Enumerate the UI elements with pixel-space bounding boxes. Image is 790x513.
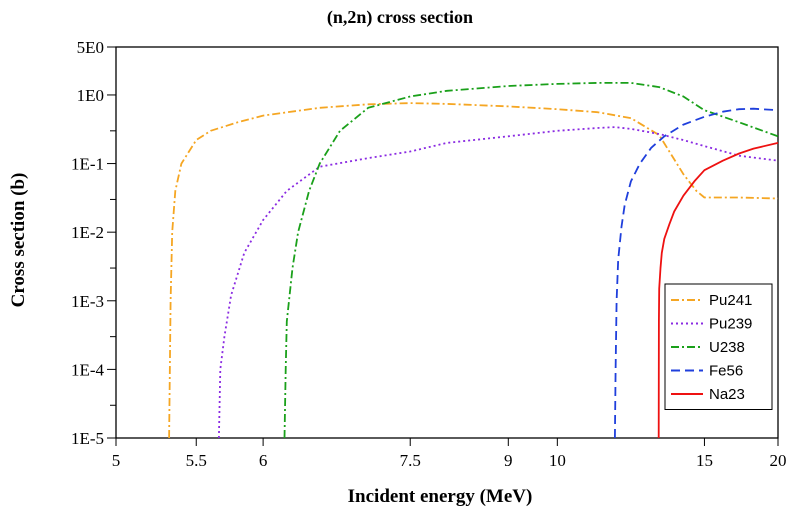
x-tick-label: 9	[504, 451, 513, 470]
legend-label-pu241: Pu241	[709, 292, 752, 309]
series-line-u238	[283, 82, 779, 439]
y-axis: 1E-5 1E-4 1E-3 1E-2 1E-1 1E0 5E0	[71, 38, 116, 448]
chart-title: (n,2n) cross section	[327, 7, 473, 28]
series-line-na23	[657, 142, 779, 439]
y-tick-label: 1E-2	[71, 223, 104, 242]
y-tick-label: 1E-4	[71, 360, 105, 379]
x-tick-label: 7.5	[400, 451, 421, 470]
x-tick-label: 15	[696, 451, 713, 470]
plot-frame	[115, 46, 779, 439]
y-tick-label: 1E0	[77, 86, 104, 105]
x-tick-label: 5	[112, 451, 121, 470]
legend-label-na23: Na23	[709, 386, 745, 403]
y-axis-title: Cross section (b)	[8, 173, 29, 308]
y-tick-label: 1E-3	[71, 292, 104, 311]
x-tick-label: 20	[770, 451, 787, 470]
legend-label-fe56: Fe56	[709, 363, 743, 380]
plot-area	[115, 46, 779, 439]
legend-label-u238: U238	[709, 339, 745, 356]
legend-label-pu239: Pu239	[709, 316, 752, 333]
y-tick-label: 5E0	[77, 38, 104, 57]
y-tick-label: 1E-5	[71, 429, 104, 448]
y-tick-label: 1E-1	[71, 155, 104, 174]
x-tick-label: 5.5	[186, 451, 207, 470]
series-line-fe56	[614, 107, 779, 439]
x-tick-label: 6	[259, 451, 268, 470]
x-tick-label: 10	[549, 451, 566, 470]
x-axis: 5 5.5 6 7.5 9 10 15 20	[112, 438, 787, 470]
series-lines	[168, 82, 779, 439]
x-axis-title: Incident energy (MeV)	[348, 486, 533, 507]
legend: Pu241 Pu239 U238 Fe56 Na23	[664, 283, 773, 410]
